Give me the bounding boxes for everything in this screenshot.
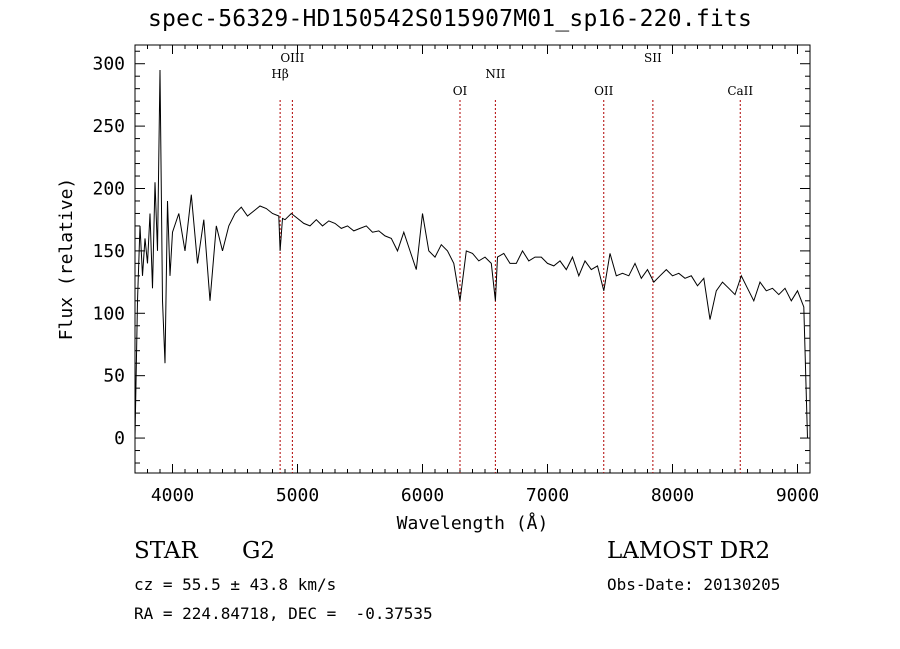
y-tick-label: 50	[103, 366, 125, 387]
chart-title: spec-56329-HD150542S015907M01_sp16-220.f…	[147, 6, 753, 32]
spectrum-line	[134, 69, 808, 439]
y-tick-label: 0	[114, 428, 125, 449]
x-axis-label: Wavelength (Å)	[397, 512, 549, 534]
line-marker-label: NII	[485, 67, 505, 81]
line-marker-label: OIII	[280, 51, 304, 65]
x-tick-label: 4000	[151, 485, 194, 506]
line-marker-label: Hβ	[271, 67, 288, 81]
y-tick-label: 250	[92, 116, 125, 137]
line-marker-label: OII	[594, 84, 614, 98]
y-tick-label: 100	[92, 303, 125, 324]
plot-frame	[134, 44, 811, 474]
y-tick-label: 200	[92, 178, 125, 199]
y-tick-label: 150	[92, 241, 125, 262]
object-subclass: G2	[242, 538, 276, 564]
x-tick-label: 9000	[776, 485, 819, 506]
redshift-info: cz = 55.5 ± 43.8 km/s	[134, 575, 337, 594]
coordinates: RA = 224.84718, DEC = -0.37535	[134, 604, 433, 623]
x-tick-label: 6000	[401, 485, 444, 506]
line-marker-label: SII	[644, 51, 662, 65]
y-axis-label: Flux (relative)	[56, 178, 77, 341]
x-tick-label: 5000	[276, 485, 319, 506]
x-tick-label: 7000	[526, 485, 569, 506]
obs-date: Obs-Date: 20130205	[607, 575, 781, 594]
object-class: STAR	[134, 538, 198, 564]
line-marker-label: CaII	[727, 84, 753, 98]
x-tick-label: 8000	[651, 485, 694, 506]
line-marker-label: OI	[453, 84, 468, 98]
survey-name: LAMOST DR2	[607, 538, 771, 564]
y-tick-label: 300	[92, 54, 125, 75]
